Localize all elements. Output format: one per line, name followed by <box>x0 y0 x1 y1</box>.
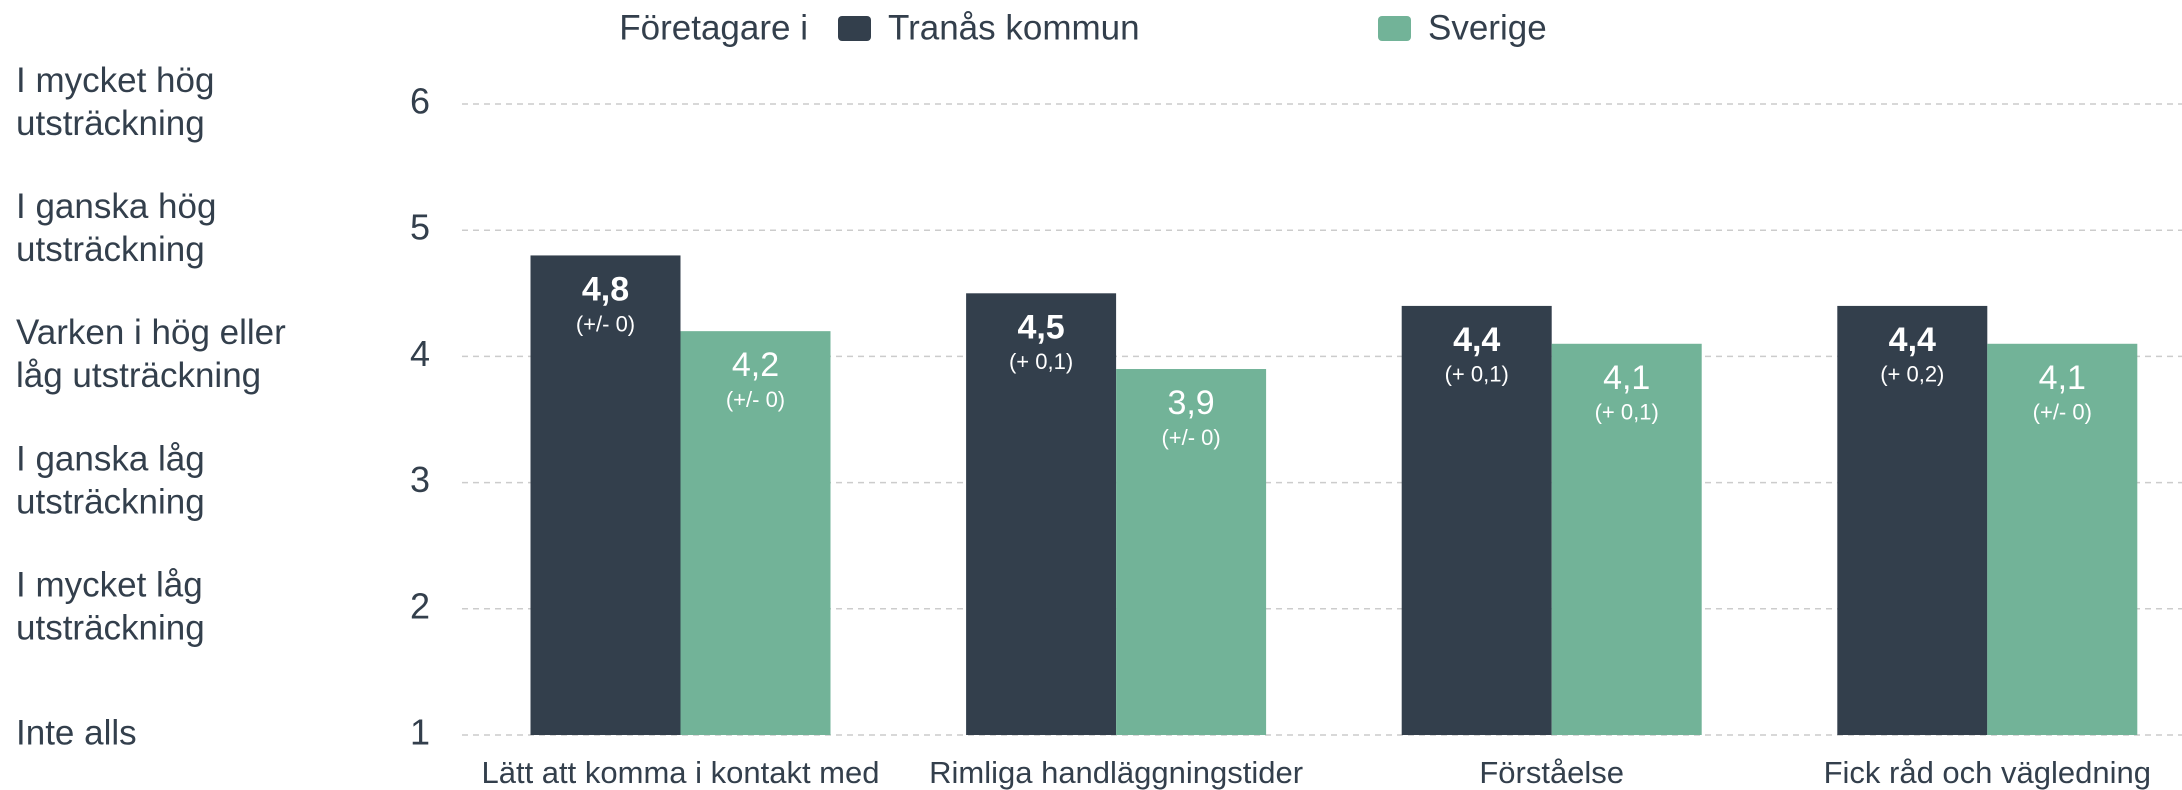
bar <box>1837 305 1988 735</box>
x-tick-label: Lätt att komma i kontakt med <box>481 755 879 790</box>
legend-swatch <box>1378 16 1411 41</box>
change-label: (+/- 0) <box>1161 425 1220 450</box>
scale-label: I ganska låg <box>16 439 205 478</box>
y-tick-label: 3 <box>410 459 430 500</box>
change-label: (+ 0,1) <box>1445 362 1509 387</box>
value-label: 4,5 <box>1017 308 1064 346</box>
scale-label: utsträckning <box>16 104 205 143</box>
y-tick-label: 5 <box>410 207 430 248</box>
legend-title: Företagare i <box>619 8 808 47</box>
value-label: 4,4 <box>1889 321 1936 359</box>
change-label: (+ 0,1) <box>1009 349 1073 374</box>
bar <box>1987 343 2138 735</box>
legend-label: Sverige <box>1428 8 1547 47</box>
bar <box>680 331 831 735</box>
value-label: 4,8 <box>582 270 629 308</box>
scale-label: Inte alls <box>16 713 137 752</box>
legend-swatch <box>838 16 871 41</box>
bar <box>1116 369 1267 735</box>
value-label: 4,1 <box>2039 359 2086 397</box>
scale-label: utsträckning <box>16 482 205 521</box>
bar <box>1401 305 1552 735</box>
value-label: 3,9 <box>1167 384 1214 422</box>
y-tick-label: 2 <box>410 585 430 626</box>
legend-label: Tranås kommun <box>888 8 1140 47</box>
value-label: 4,4 <box>1453 321 1500 359</box>
value-label: 4,2 <box>732 346 779 384</box>
scale-label: utsträckning <box>16 609 205 648</box>
x-tick-label: Rimliga handläggningstider <box>929 755 1303 790</box>
change-label: (+/- 0) <box>2033 400 2092 425</box>
y-tick-label: 1 <box>410 712 430 753</box>
change-label: (+/- 0) <box>726 387 785 412</box>
value-label: 4,1 <box>1603 359 1650 397</box>
change-label: (+/- 0) <box>576 311 635 336</box>
bar <box>966 293 1117 735</box>
scale-label: låg utsträckning <box>16 356 261 395</box>
bar <box>1551 343 1702 735</box>
x-tick-label: Fick råd och vägledning <box>1824 755 2151 790</box>
scale-label: utsträckning <box>16 230 205 269</box>
change-label: (+ 0,2) <box>1880 362 1944 387</box>
y-tick-label: 6 <box>410 81 430 122</box>
y-tick-label: 4 <box>410 333 430 374</box>
scale-label: I mycket låg <box>16 566 203 605</box>
scale-label: I mycket hög <box>16 61 214 100</box>
x-tick-label: Förståelse <box>1479 755 1624 790</box>
scale-label: I ganska hög <box>16 187 216 226</box>
change-label: (+ 0,1) <box>1595 400 1659 425</box>
bar <box>530 255 681 735</box>
scale-label: Varken i hög eller <box>16 313 286 352</box>
